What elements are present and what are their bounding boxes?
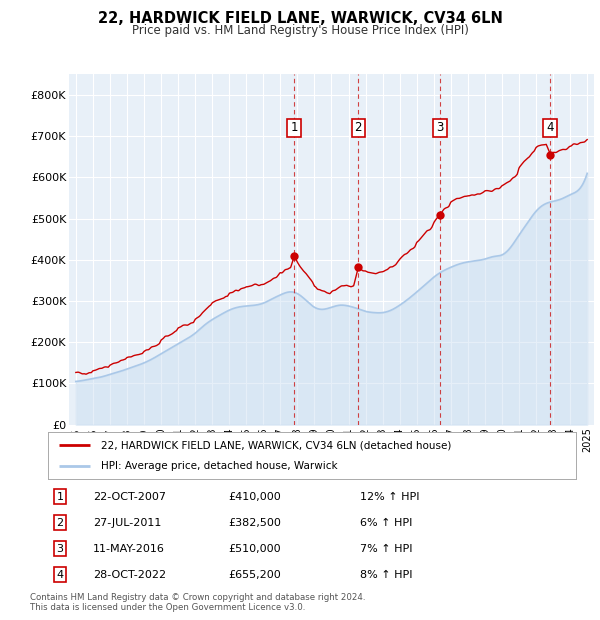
Text: 27-JUL-2011: 27-JUL-2011 [93,518,161,528]
Text: 4: 4 [56,570,64,580]
Text: 22, HARDWICK FIELD LANE, WARWICK, CV34 6LN: 22, HARDWICK FIELD LANE, WARWICK, CV34 6… [98,11,502,26]
Text: 1: 1 [56,492,64,502]
Text: Contains HM Land Registry data © Crown copyright and database right 2024.
This d: Contains HM Land Registry data © Crown c… [30,593,365,612]
Text: 8% ↑ HPI: 8% ↑ HPI [360,570,413,580]
Text: 22, HARDWICK FIELD LANE, WARWICK, CV34 6LN (detached house): 22, HARDWICK FIELD LANE, WARWICK, CV34 6… [101,440,451,450]
Text: 4: 4 [547,122,554,135]
Text: 11-MAY-2016: 11-MAY-2016 [93,544,165,554]
Text: 12% ↑ HPI: 12% ↑ HPI [360,492,419,502]
Text: 28-OCT-2022: 28-OCT-2022 [93,570,166,580]
Text: £655,200: £655,200 [228,570,281,580]
Text: 22-OCT-2007: 22-OCT-2007 [93,492,166,502]
Text: £382,500: £382,500 [228,518,281,528]
Text: 7% ↑ HPI: 7% ↑ HPI [360,544,413,554]
Text: £510,000: £510,000 [228,544,281,554]
Text: 3: 3 [56,544,64,554]
Text: 1: 1 [290,122,298,135]
Text: 3: 3 [436,122,443,135]
Text: £410,000: £410,000 [228,492,281,502]
Text: 2: 2 [355,122,362,135]
Text: HPI: Average price, detached house, Warwick: HPI: Average price, detached house, Warw… [101,461,337,471]
Text: Price paid vs. HM Land Registry's House Price Index (HPI): Price paid vs. HM Land Registry's House … [131,24,469,37]
Text: 2: 2 [56,518,64,528]
Text: 6% ↑ HPI: 6% ↑ HPI [360,518,412,528]
